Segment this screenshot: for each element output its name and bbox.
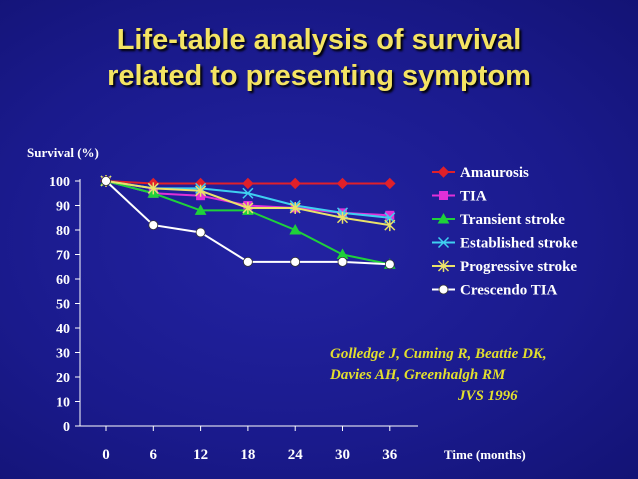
y-tick-label: 40: [56, 322, 70, 337]
marker-point: [242, 177, 254, 190]
legend-label: TIA: [460, 189, 487, 205]
marker-point: [437, 260, 450, 272]
marker-point: [289, 223, 302, 235]
marker-point: [336, 177, 349, 190]
marker-point: [148, 220, 159, 231]
x-tick-label: 12: [193, 447, 208, 463]
legend-label: Amaurosis: [460, 165, 529, 181]
legend-label: Established stroke: [460, 236, 578, 252]
x-tick-label: 24: [288, 447, 304, 463]
series-transient-stroke: [100, 174, 396, 269]
legend-item-amaurosis: Amaurosis: [432, 165, 529, 181]
marker-point: [438, 284, 449, 295]
legend-item-tia: TIA: [432, 189, 487, 205]
x-tick-label: 6: [150, 447, 158, 463]
marker-point: [337, 256, 348, 267]
y-tick-label: 80: [56, 224, 70, 239]
legend-label: Transient stroke: [460, 212, 565, 228]
title-line-1: Life-table analysis of survival: [116, 24, 522, 56]
marker-point: [289, 177, 301, 190]
slide-title: Life-table analysis of survival related …: [0, 22, 638, 94]
x-tick-label: 36: [382, 447, 398, 463]
citation: Golledge J, Cuming R, Beattie DK, Davies…: [330, 344, 547, 407]
marker-point: [195, 227, 206, 238]
marker-point: [242, 201, 254, 214]
marker-point: [384, 219, 396, 232]
marker-point: [242, 187, 254, 199]
y-tick-label: 90: [56, 200, 70, 215]
title-line-2: related to presenting symptom: [107, 60, 531, 92]
y-tick-label: 20: [56, 371, 70, 386]
y-tick-label: 60: [56, 273, 70, 288]
citation-journal: JVS 1996: [458, 388, 518, 404]
series-crescendo-tia: [101, 176, 395, 270]
y-tick-label: 70: [56, 249, 70, 264]
legend-item-progressive-stroke: Progressive stroke: [432, 259, 577, 275]
y-tick-label: 30: [56, 347, 70, 362]
legend-item-transient-stroke: Transient stroke: [432, 212, 565, 228]
legend-item-established-stroke: Established stroke: [432, 236, 578, 252]
marker-point: [384, 259, 395, 270]
legend-label: Progressive stroke: [460, 259, 577, 275]
y-axis-label: Survival (%): [27, 145, 99, 160]
marker-point: [437, 236, 450, 249]
marker-point: [437, 166, 450, 178]
marker-point: [439, 191, 448, 200]
x-tick-label: 0: [102, 447, 110, 463]
citation-authors-line-2: Davies AH, Greenhalgh RM: [330, 367, 506, 383]
marker-point: [384, 177, 396, 190]
marker-point: [289, 201, 301, 214]
marker-point: [336, 211, 349, 224]
y-tick-label: 10: [56, 396, 70, 411]
x-axis-label: Time (months): [444, 447, 526, 462]
legend-item-crescendo-tia: Crescendo TIA: [432, 283, 558, 299]
y-tick-label: 50: [56, 298, 70, 313]
marker-point: [147, 182, 159, 195]
x-tick-label: 18: [240, 447, 255, 463]
marker-point: [195, 184, 207, 197]
x-tick-label: 30: [335, 447, 350, 463]
marker-point: [194, 204, 207, 215]
marker-point: [437, 212, 450, 224]
marker-point: [101, 176, 111, 186]
marker-point: [242, 256, 253, 267]
y-tick-label: 100: [49, 175, 70, 190]
marker-point: [290, 256, 301, 267]
y-tick-label: 0: [63, 420, 70, 435]
citation-authors-line-1: Golledge J, Cuming R, Beattie DK,: [330, 346, 547, 362]
legend-label: Crescendo TIA: [460, 283, 558, 299]
